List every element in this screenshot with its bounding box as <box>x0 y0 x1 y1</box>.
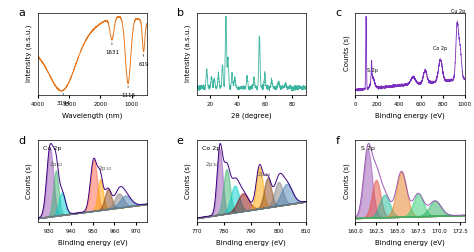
Text: b: b <box>177 9 184 18</box>
Y-axis label: Counts (s): Counts (s) <box>343 36 350 72</box>
X-axis label: Wavelength (nm): Wavelength (nm) <box>63 113 123 119</box>
X-axis label: Binding energy (eV): Binding energy (eV) <box>58 240 128 246</box>
Text: 2p$_{1/2}$: 2p$_{1/2}$ <box>98 164 113 173</box>
Text: 619: 619 <box>138 54 149 67</box>
Text: Cu 2p: Cu 2p <box>44 146 62 151</box>
Text: 1631: 1631 <box>105 43 119 55</box>
Text: d: d <box>18 136 25 146</box>
Text: Co 2p: Co 2p <box>202 146 220 151</box>
Text: Co 2p: Co 2p <box>433 46 447 51</box>
X-axis label: Binding energy (eV): Binding energy (eV) <box>375 113 445 119</box>
X-axis label: 2θ (degree): 2θ (degree) <box>231 113 272 119</box>
Text: a: a <box>18 9 25 18</box>
Y-axis label: Counts (s): Counts (s) <box>26 163 32 199</box>
Y-axis label: Counts (s): Counts (s) <box>343 163 350 199</box>
Text: f: f <box>336 136 339 146</box>
Text: 3194: 3194 <box>56 93 70 106</box>
Y-axis label: Counts (s): Counts (s) <box>184 163 191 199</box>
X-axis label: Binding energy (eV): Binding energy (eV) <box>375 240 445 246</box>
Text: 1116: 1116 <box>121 86 135 99</box>
Text: 2p$_{3/2}$: 2p$_{3/2}$ <box>205 160 220 169</box>
Text: c: c <box>336 9 342 18</box>
Text: 2p$_{3/2}$: 2p$_{3/2}$ <box>49 160 64 169</box>
Text: 2p$_{1/2}$: 2p$_{1/2}$ <box>257 171 272 179</box>
Text: S 2p: S 2p <box>367 68 378 73</box>
Text: e: e <box>177 136 184 146</box>
X-axis label: Binding energy (eV): Binding energy (eV) <box>216 240 286 246</box>
Y-axis label: Intensity (a.s.u.): Intensity (a.s.u.) <box>184 25 191 82</box>
Text: S 2p: S 2p <box>361 146 374 151</box>
Text: Cu 2p: Cu 2p <box>451 9 465 14</box>
Y-axis label: Intensity (a.s.u.): Intensity (a.s.u.) <box>26 25 32 82</box>
